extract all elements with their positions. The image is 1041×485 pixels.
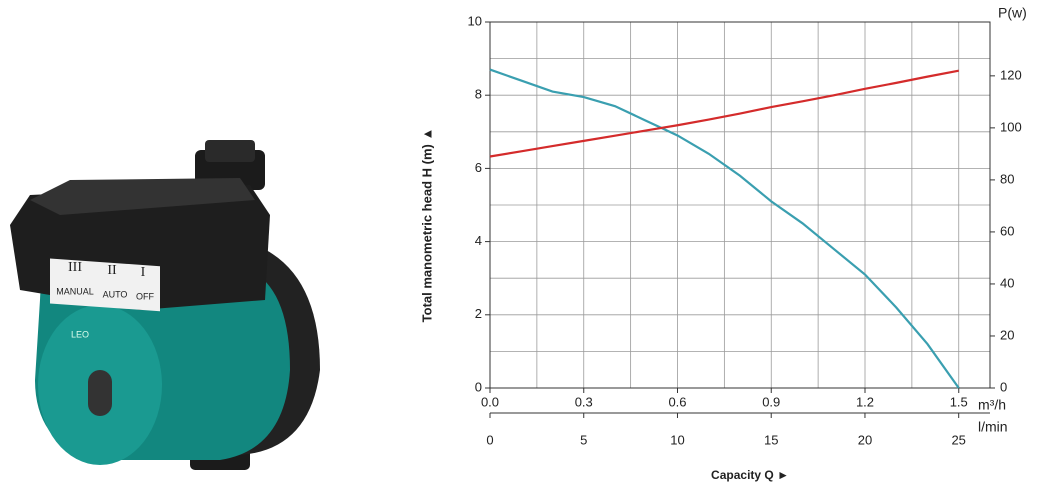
x2-tick-label: 0 — [486, 432, 493, 447]
x-tick-label: 1.2 — [856, 394, 874, 409]
x2-tick-label: 25 — [951, 432, 965, 447]
x-unit: m³/h — [978, 397, 1006, 413]
y2-tick-label: 60 — [1000, 223, 1014, 238]
y2-axis-title: P(w) — [998, 5, 1027, 21]
y-tick-label: 0 — [475, 379, 482, 394]
y-tick-label: 2 — [475, 306, 482, 321]
y2-tick-label: 0 — [1000, 379, 1007, 394]
y2-tick-label: 40 — [1000, 275, 1014, 290]
brand: LEO — [71, 329, 89, 339]
y-tick-label: 10 — [468, 13, 482, 28]
x-axis-title: Capacity Q ► — [711, 468, 789, 482]
switch-numeral: I — [141, 265, 146, 280]
x-tick-label: 1.5 — [950, 394, 968, 409]
switch-label: AUTO — [103, 289, 128, 299]
y-axis-title: Total manometric head H (m) ▲ — [419, 128, 434, 323]
x-tick-label: 0.6 — [668, 394, 686, 409]
switch-label: MANUAL — [56, 286, 94, 296]
y2-tick-label: 20 — [1000, 327, 1014, 342]
switch-numeral: II — [107, 263, 117, 278]
x-tick-label: 0.0 — [481, 394, 499, 409]
switch-label: OFF — [136, 291, 154, 301]
x2-tick-label: 15 — [764, 432, 778, 447]
y2-tick-label: 120 — [1000, 67, 1022, 82]
y-tick-label: 4 — [475, 233, 482, 248]
switch-numeral: III — [68, 260, 82, 275]
x-tick-label: 0.3 — [575, 394, 593, 409]
x2-tick-label: 20 — [858, 432, 872, 447]
y2-tick-label: 80 — [1000, 171, 1014, 186]
x2-tick-label: 10 — [670, 432, 684, 447]
y2-tick-label: 100 — [1000, 119, 1022, 134]
x2-unit: l/min — [978, 419, 1008, 435]
pump-image — [10, 140, 320, 470]
page: III II I MANUAL AUTO OFF LEO Total manom… — [0, 0, 1041, 485]
y-tick-label: 8 — [475, 87, 482, 102]
y-tick-label: 6 — [475, 160, 482, 175]
x2-tick-label: 5 — [580, 432, 587, 447]
x-tick-label: 0.9 — [762, 394, 780, 409]
